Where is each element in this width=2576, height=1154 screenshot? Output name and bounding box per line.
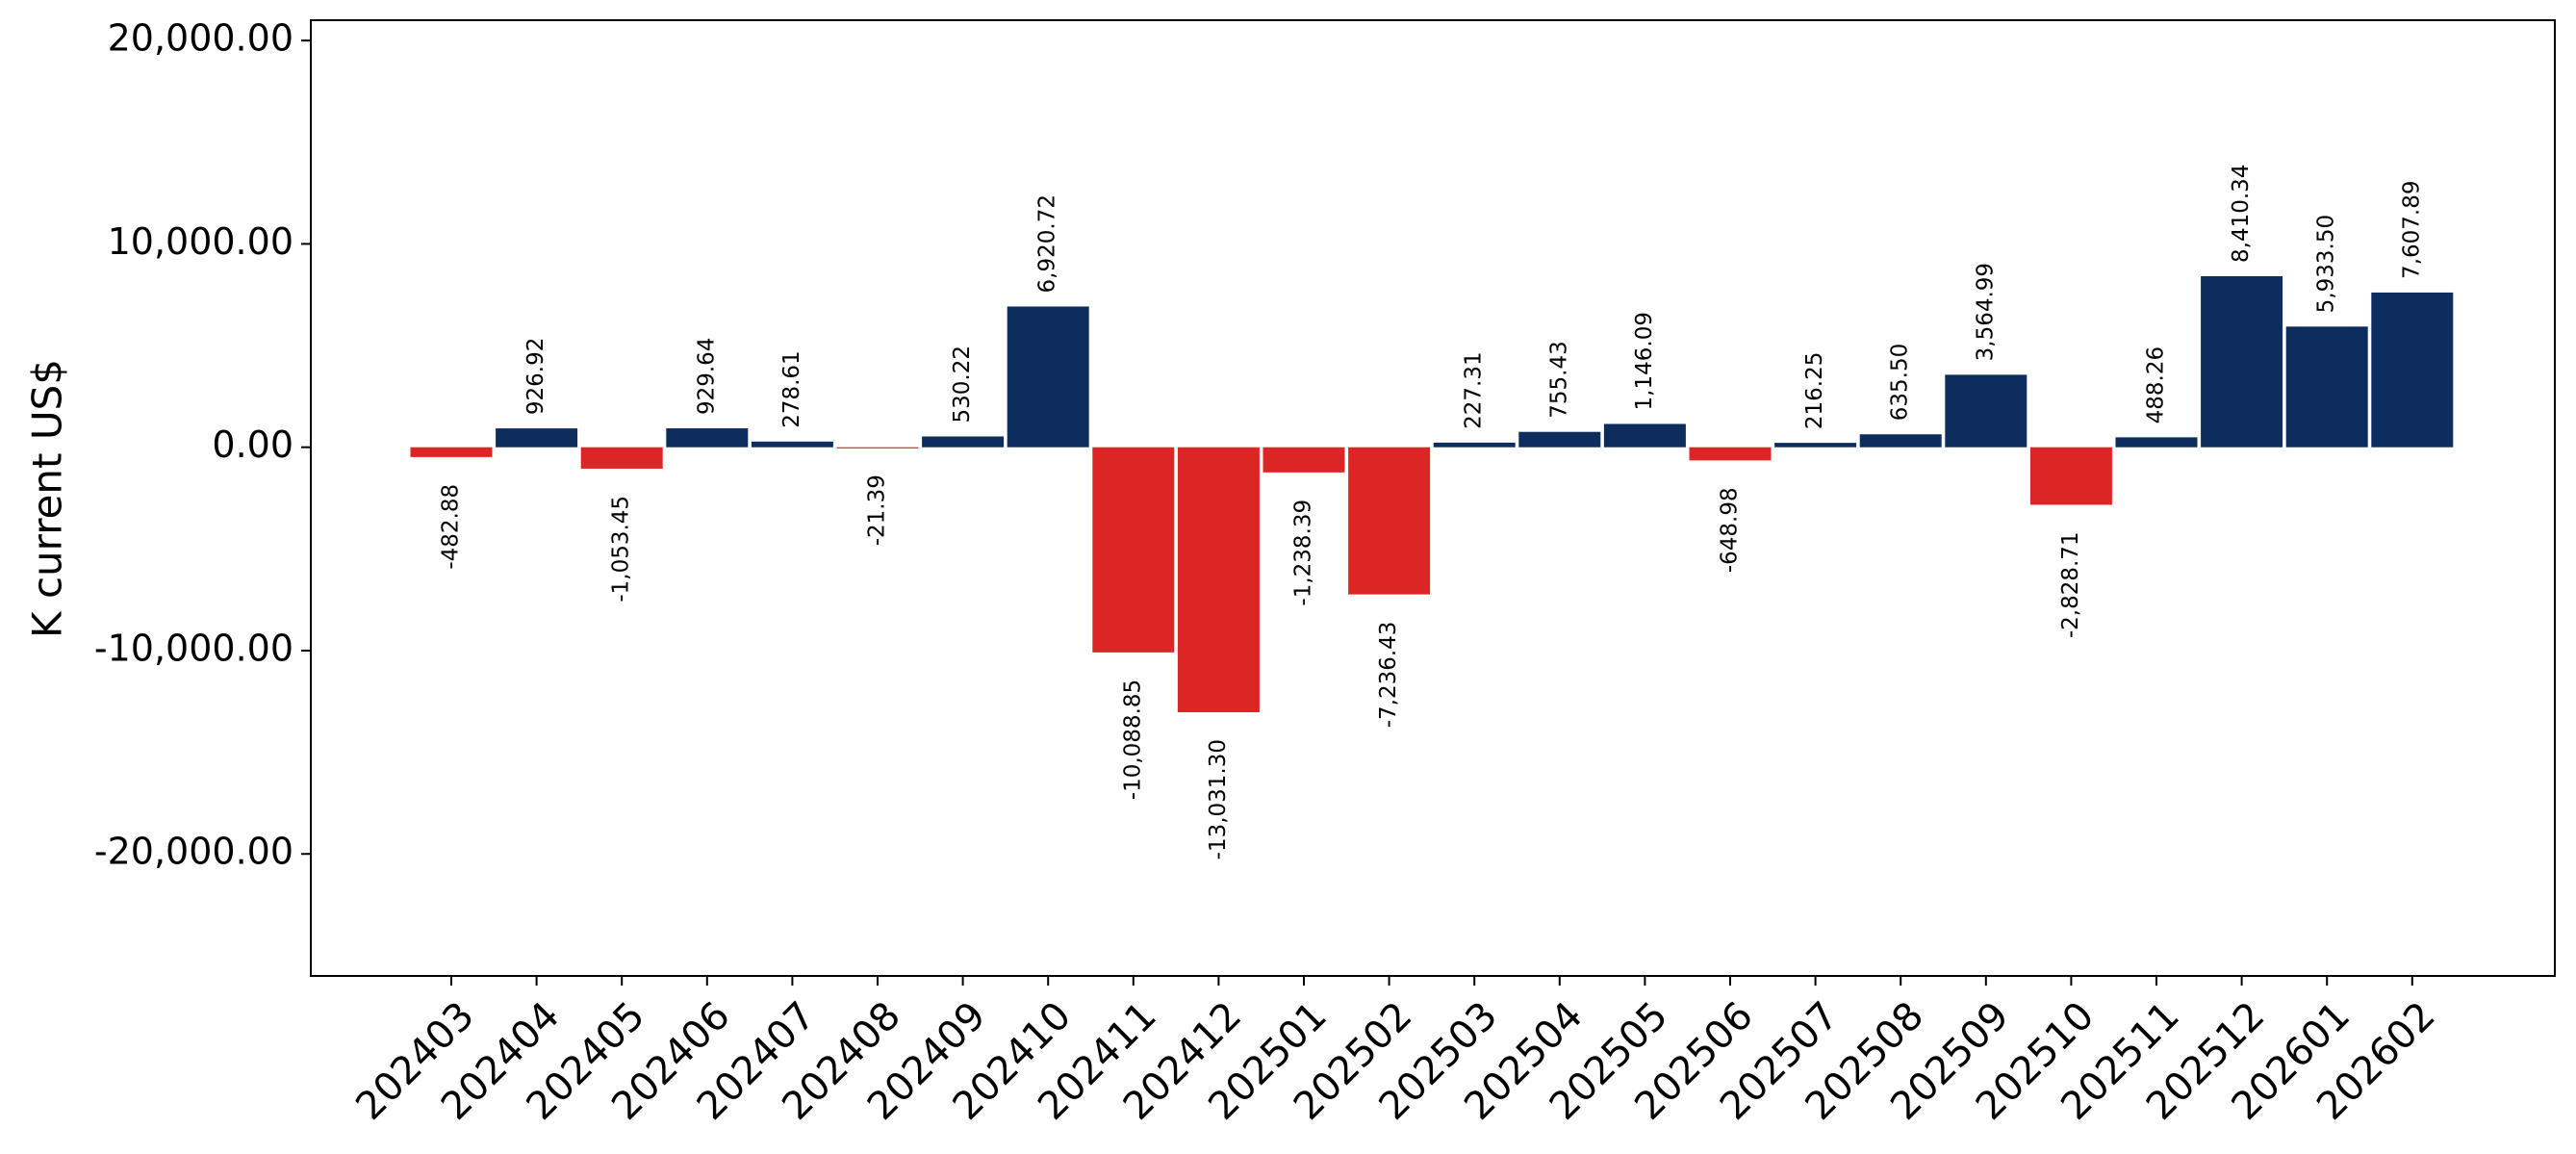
bar [410,447,493,457]
bar-value-label: -10,088.85 [1120,680,1145,800]
y-tick-label: 10,000.00 [108,220,293,263]
bar-value-label: -13,031.30 [1206,739,1231,859]
bar [1774,443,1857,448]
bar-labels-group: -482.88 926.92 -1,053.45 929.64 278.61 -21.39… [439,165,2425,860]
y-tick-label: -10,000.00 [94,627,293,669]
bar [1433,442,1516,448]
bar [2201,275,2283,448]
bar [1262,447,1345,473]
bar [1689,447,1772,461]
bar [1518,431,1601,448]
y-tick-label: 0.00 [212,423,293,466]
bar [1177,447,1260,713]
bar-value-label: 227.31 [1462,351,1487,428]
bar [922,436,1005,448]
bar [580,447,663,469]
bar [2115,437,2198,448]
bar-value-label: -648.98 [1718,487,1743,573]
bars-group [410,275,2454,713]
bar [2029,447,2112,505]
bar [751,441,833,448]
bar [2371,292,2454,448]
bar [836,447,919,449]
bar-value-label: -1,053.45 [609,496,634,603]
bar-value-label: 6,920.72 [1035,194,1060,293]
bar-value-label: 3,564.99 [1973,263,1998,361]
bar [666,428,749,448]
bar [2285,326,2368,448]
bar-value-label: 755.43 [1546,341,1571,418]
bar-value-label: -1,238.39 [1291,500,1316,606]
bar-value-label: 635.50 [1888,344,1913,421]
x-axis: 2024032024042024052024062024072024082024… [347,976,2444,1129]
bar-value-label: 7,607.89 [2399,181,2424,279]
y-tick-label: 20,000.00 [108,17,293,60]
y-axis-title: K current US$ [24,359,71,638]
bar-value-label: 929.64 [694,338,719,415]
bar-value-label: 530.22 [950,346,975,423]
bar-value-label: 216.25 [1802,352,1827,429]
plot-frame [310,19,2556,977]
bar-value-label: 5,933.50 [2314,215,2339,313]
bar-value-label: 926.92 [523,338,548,415]
bar-value-label: 488.26 [2144,346,2169,423]
bar [1859,434,1942,448]
bar-value-label: 8,410.34 [2229,165,2254,263]
bar-value-label: -482.88 [439,484,464,570]
y-tick-label: -20,000.00 [94,831,293,873]
bar [1348,447,1431,595]
bar [1007,306,1089,448]
bar [1945,374,2028,448]
bar-value-label: -7,236.43 [1376,622,1401,729]
bar [1092,447,1175,653]
bar-value-label: -2,828.71 [2058,531,2083,638]
bar-value-label: 1,146.09 [1632,312,1657,410]
bar [1603,423,1686,448]
bar [496,428,578,448]
bar-value-label: -21.39 [865,474,890,546]
bar-value-label: 278.61 [779,350,804,427]
y-axis: 20,000.00 10,000.00 0.00 -10,000.00 -20,000.… [94,17,311,873]
